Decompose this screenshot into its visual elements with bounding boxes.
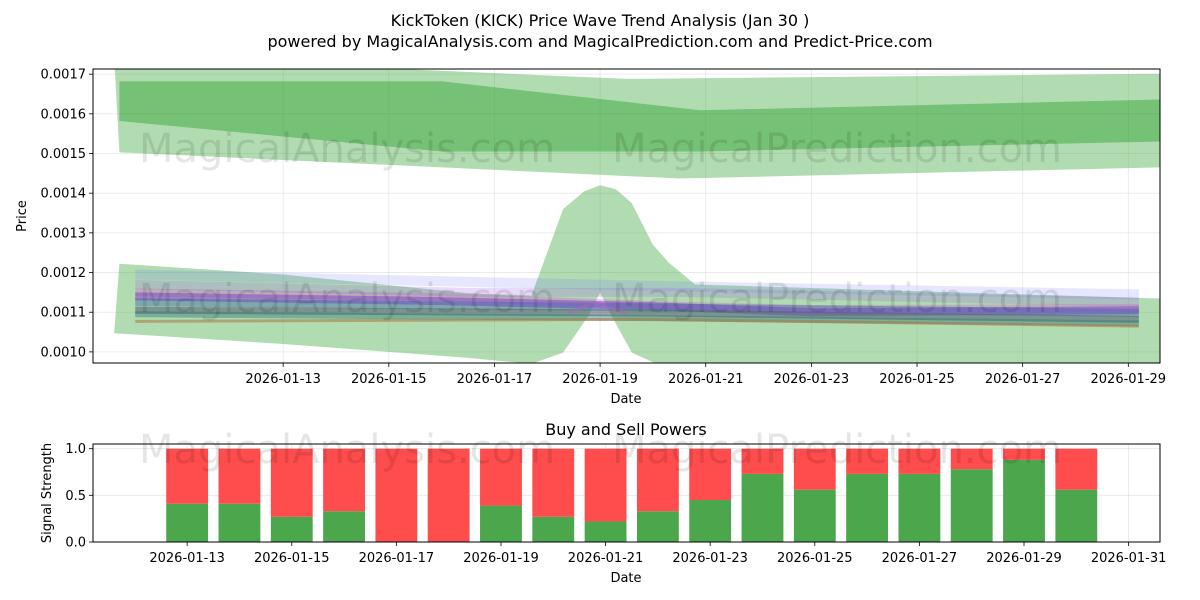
signal-x-tick-label: 2026-01-21	[568, 551, 644, 566]
price-y-axis-label: Price	[15, 200, 30, 232]
price-y-tick-label: 0.0016	[41, 107, 87, 122]
watermark-analysis-top: MagicalAnalysis.com	[139, 126, 555, 172]
upper-inner-band	[119, 81, 1160, 152]
signal-x-tick-label: 2026-01-29	[986, 551, 1062, 566]
sell-bar	[689, 448, 732, 500]
buy-bar	[689, 500, 732, 542]
buy-bar	[218, 503, 261, 542]
price-y-tick-label: 0.0015	[41, 147, 87, 162]
sell-bar	[741, 448, 784, 474]
price-x-tick-label: 2026-01-23	[774, 372, 850, 387]
sell-bar	[375, 448, 418, 542]
buy-bar	[270, 516, 313, 542]
watermark-prediction-top: MagicalPrediction.com	[612, 126, 1062, 172]
wave-line	[135, 292, 1139, 317]
signal-x-tick-label: 2026-01-27	[882, 551, 958, 566]
sell-bar	[846, 448, 889, 474]
signal-x-tick-label: 2026-01-23	[672, 551, 748, 566]
price-y-tick-label: 0.0013	[41, 226, 87, 241]
price-x-tick-label: 2026-01-19	[562, 372, 638, 387]
price-y-tick-label: 0.0017	[41, 68, 87, 83]
sell-bar	[270, 448, 313, 517]
wave-line	[135, 306, 1139, 323]
wave-line	[135, 317, 1139, 328]
price-x-tick-label: 2026-01-27	[985, 372, 1061, 387]
sell-bar	[480, 448, 522, 506]
signal-y-tick-label: 0.5	[65, 489, 86, 504]
chart-title: KickToken (KICK) Price Wave Trend Analys…	[391, 11, 810, 30]
buy-bar	[898, 473, 941, 542]
price-y-tick-label: 0.0014	[41, 187, 87, 202]
signal-chart: Buy and Sell Powers MagicalAnalysis.com …	[40, 420, 1166, 586]
signal-chart-title: Buy and Sell Powers	[545, 420, 707, 439]
price-x-tick-label: 2026-01-25	[879, 372, 955, 387]
price-plot-frame	[92, 68, 1161, 364]
price-y-tick-label: 0.0011	[41, 306, 87, 321]
buy-bar	[532, 516, 575, 542]
watermark-prediction-bottom: MagicalPrediction.com	[612, 427, 1062, 473]
sell-bar	[218, 448, 261, 504]
sell-bar	[532, 448, 575, 517]
sell-bar	[1055, 448, 1098, 490]
buy-bar	[636, 511, 679, 542]
watermark-analysis-mid: MagicalAnalysis.com	[139, 276, 555, 322]
signal-plot-frame	[92, 443, 1161, 543]
sell-bar	[898, 448, 941, 474]
signal-y-axis-label: Signal Strength	[40, 443, 55, 543]
wave-line	[135, 298, 1139, 318]
price-x-tick-label: 2026-01-29	[1091, 372, 1167, 387]
buy-bar	[480, 505, 522, 542]
price-x-tick-label: 2026-01-15	[351, 372, 427, 387]
buy-bar	[950, 469, 993, 542]
signal-x-tick-label: 2026-01-15	[254, 551, 330, 566]
signal-y-tick-label: 1.0	[65, 442, 86, 457]
buy-bar	[846, 473, 889, 542]
signal-x-tick-label: 2026-01-31	[1091, 551, 1167, 566]
price-y-tick-label: 0.0010	[41, 345, 87, 360]
buy-bar	[741, 473, 784, 542]
price-y-tick-label: 0.0012	[41, 266, 87, 281]
price-x-tick-label: 2026-01-21	[668, 372, 744, 387]
buy-bar	[323, 511, 365, 542]
price-x-tick-label: 2026-01-17	[457, 372, 533, 387]
buy-bar	[584, 521, 627, 542]
sell-bar	[950, 448, 993, 470]
sell-bar	[323, 448, 365, 512]
sell-bar	[584, 448, 627, 522]
price-x-tick-label: 2026-01-13	[245, 372, 321, 387]
wave-line	[567, 300, 628, 316]
sell-bar	[427, 448, 470, 542]
price-x-axis-label: Date	[610, 392, 641, 407]
buy-bar	[1055, 489, 1098, 542]
signal-x-tick-label: 2026-01-13	[149, 551, 225, 566]
watermark-prediction-mid: MagicalPrediction.com	[612, 276, 1062, 322]
buy-bar	[793, 489, 836, 542]
sell-bar	[636, 448, 679, 512]
chart-subtitle: powered by MagicalAnalysis.com and Magic…	[267, 32, 932, 51]
upper-outer-band	[114, 69, 1160, 179]
watermark-analysis-bottom: MagicalAnalysis.com	[139, 427, 555, 473]
buy-bar	[166, 503, 209, 542]
signal-x-tick-label: 2026-01-19	[463, 551, 539, 566]
sell-bar	[166, 448, 209, 504]
signal-x-axis-label: Date	[610, 571, 641, 586]
wave-line	[135, 269, 1139, 300]
price-chart: MagicalAnalysis.com MagicalPrediction.co…	[15, 68, 1167, 407]
wave-line	[135, 279, 1139, 307]
sell-bar	[1003, 448, 1045, 460]
signal-x-tick-label: 2026-01-17	[359, 551, 435, 566]
signal-x-tick-label: 2026-01-25	[777, 551, 853, 566]
sell-bar	[793, 448, 836, 490]
signal-y-tick-label: 0.0	[65, 536, 86, 551]
buy-bar	[1003, 459, 1045, 542]
